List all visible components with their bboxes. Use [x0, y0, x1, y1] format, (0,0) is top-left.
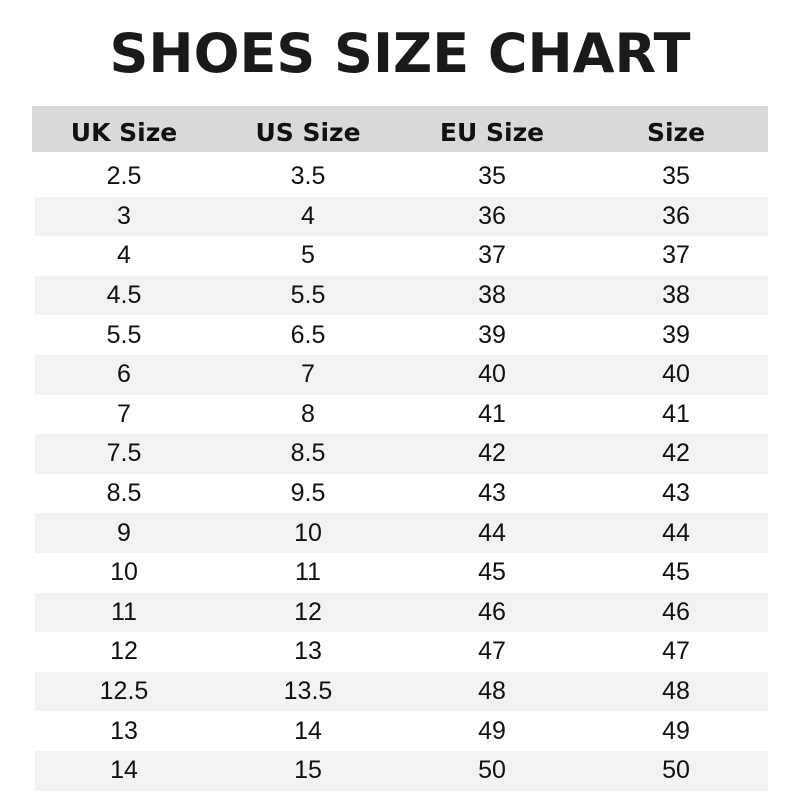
cell-uk-size: 12.5: [99, 677, 149, 706]
cell-size: 48: [662, 677, 690, 706]
header-size: Size: [646, 117, 706, 147]
cell-size: 37: [662, 241, 690, 270]
cell-eu-size: 37: [478, 241, 506, 270]
cell-eu-size: 47: [478, 637, 506, 666]
cell-uk-size: 10: [110, 558, 138, 587]
table-row: 9 10 44 44: [35, 513, 768, 553]
cell-us-size: 13.5: [283, 677, 333, 706]
cell-eu-size: 40: [478, 360, 506, 389]
header-eu-size: EU Size: [439, 117, 545, 147]
cell-size: 44: [662, 518, 690, 547]
table-body: 2.5 3.5 35 35 3 4 36 36 4 5 37 37 4.5 5.5 38 38 5.5 6.5 39…: [32, 157, 768, 791]
header-us-size: US Size: [255, 117, 361, 147]
cell-uk-size: 4.5: [106, 281, 142, 310]
cell-size: 43: [662, 479, 690, 508]
cell-uk-size: 7: [117, 399, 131, 428]
cell-us-size: 9.5: [290, 479, 326, 508]
cell-eu-size: 50: [478, 756, 506, 785]
cell-uk-size: 5.5: [106, 320, 142, 349]
table-row: 4.5 5.5 38 38: [35, 275, 768, 316]
cell-eu-size: 38: [478, 281, 506, 310]
cell-eu-size: 41: [478, 399, 506, 428]
cell-uk-size: 7.5: [106, 439, 142, 468]
table-row: 3 4 36 36: [35, 196, 768, 237]
cell-eu-size: 42: [478, 439, 506, 468]
cell-uk-size: 12: [110, 637, 138, 666]
table-row: 8.5 9.5 43 43: [32, 474, 768, 514]
cell-us-size: 12: [294, 597, 322, 626]
cell-size: 38: [662, 281, 690, 310]
cell-uk-size: 13: [110, 716, 138, 745]
table-header: UK Size US Size EU Size Size: [32, 106, 768, 152]
cell-uk-size: 8.5: [106, 479, 142, 508]
cell-eu-size: 48: [478, 677, 506, 706]
cell-us-size: 14: [294, 716, 322, 745]
cell-us-size: 4: [301, 201, 315, 230]
cell-size: 35: [662, 162, 690, 191]
cell-us-size: 7: [301, 360, 315, 389]
cell-us-size: 5: [301, 241, 315, 270]
cell-us-size: 8.5: [290, 439, 326, 468]
cell-size: 42: [662, 439, 690, 468]
cell-eu-size: 49: [478, 716, 506, 745]
cell-uk-size: 6: [117, 360, 131, 389]
cell-eu-size: 39: [478, 320, 506, 349]
cell-size: 41: [662, 399, 690, 428]
header-uk-size: UK Size: [70, 117, 178, 147]
page-title: SHOES SIZE CHART: [109, 22, 691, 85]
table-row: 14 15 50 50: [35, 750, 768, 791]
table-row: 12 13 47 47: [32, 632, 768, 672]
cell-us-size: 13: [294, 637, 322, 666]
cell-us-size: 6.5: [290, 320, 326, 349]
cell-eu-size: 46: [478, 597, 506, 626]
cell-size: 50: [662, 756, 690, 785]
table-row: 13 14 49 49: [32, 711, 768, 751]
table-row: 12.5 13.5 48 48: [35, 671, 768, 712]
cell-us-size: 5.5: [290, 281, 326, 310]
table-row: 5.5 6.5 39 39: [32, 315, 768, 355]
cell-uk-size: 11: [111, 597, 137, 626]
cell-size: 47: [662, 637, 690, 666]
cell-size: 39: [662, 320, 690, 349]
table-row: 2.5 3.5 35 35: [32, 157, 768, 197]
cell-eu-size: 43: [478, 479, 506, 508]
table-row: 7.5 8.5 42 42: [35, 434, 768, 474]
table-row: 10 11 45 45: [32, 553, 768, 593]
cell-us-size: 3.5: [290, 162, 326, 191]
cell-size: 46: [662, 597, 690, 626]
cell-us-size: 15: [294, 756, 322, 785]
table-row: 11 12 46 46: [35, 592, 768, 633]
cell-uk-size: 3: [117, 201, 131, 230]
size-table: UK Size US Size EU Size Size 2.5 3.5 35 35 3…: [32, 106, 768, 791]
cell-uk-size: 14: [110, 756, 138, 785]
cell-size: 36: [662, 201, 690, 230]
cell-uk-size: 4: [117, 241, 131, 270]
cell-uk-size: 2.5: [106, 162, 142, 191]
cell-us-size: 11: [295, 558, 321, 587]
cell-eu-size: 35: [478, 162, 506, 191]
cell-eu-size: 45: [478, 558, 506, 587]
cell-us-size: 8: [301, 399, 315, 428]
cell-uk-size: 9: [117, 518, 131, 547]
cell-us-size: 10: [294, 518, 322, 547]
cell-size: 40: [662, 360, 690, 389]
cell-eu-size: 36: [478, 201, 506, 230]
cell-size: 45: [662, 558, 690, 587]
table-row: 6 7 40 40: [35, 354, 768, 395]
cell-size: 49: [662, 716, 690, 745]
table-row: 4 5 37 37: [32, 236, 768, 276]
table-row: 7 8 41 41: [32, 395, 768, 435]
cell-eu-size: 44: [478, 518, 506, 547]
